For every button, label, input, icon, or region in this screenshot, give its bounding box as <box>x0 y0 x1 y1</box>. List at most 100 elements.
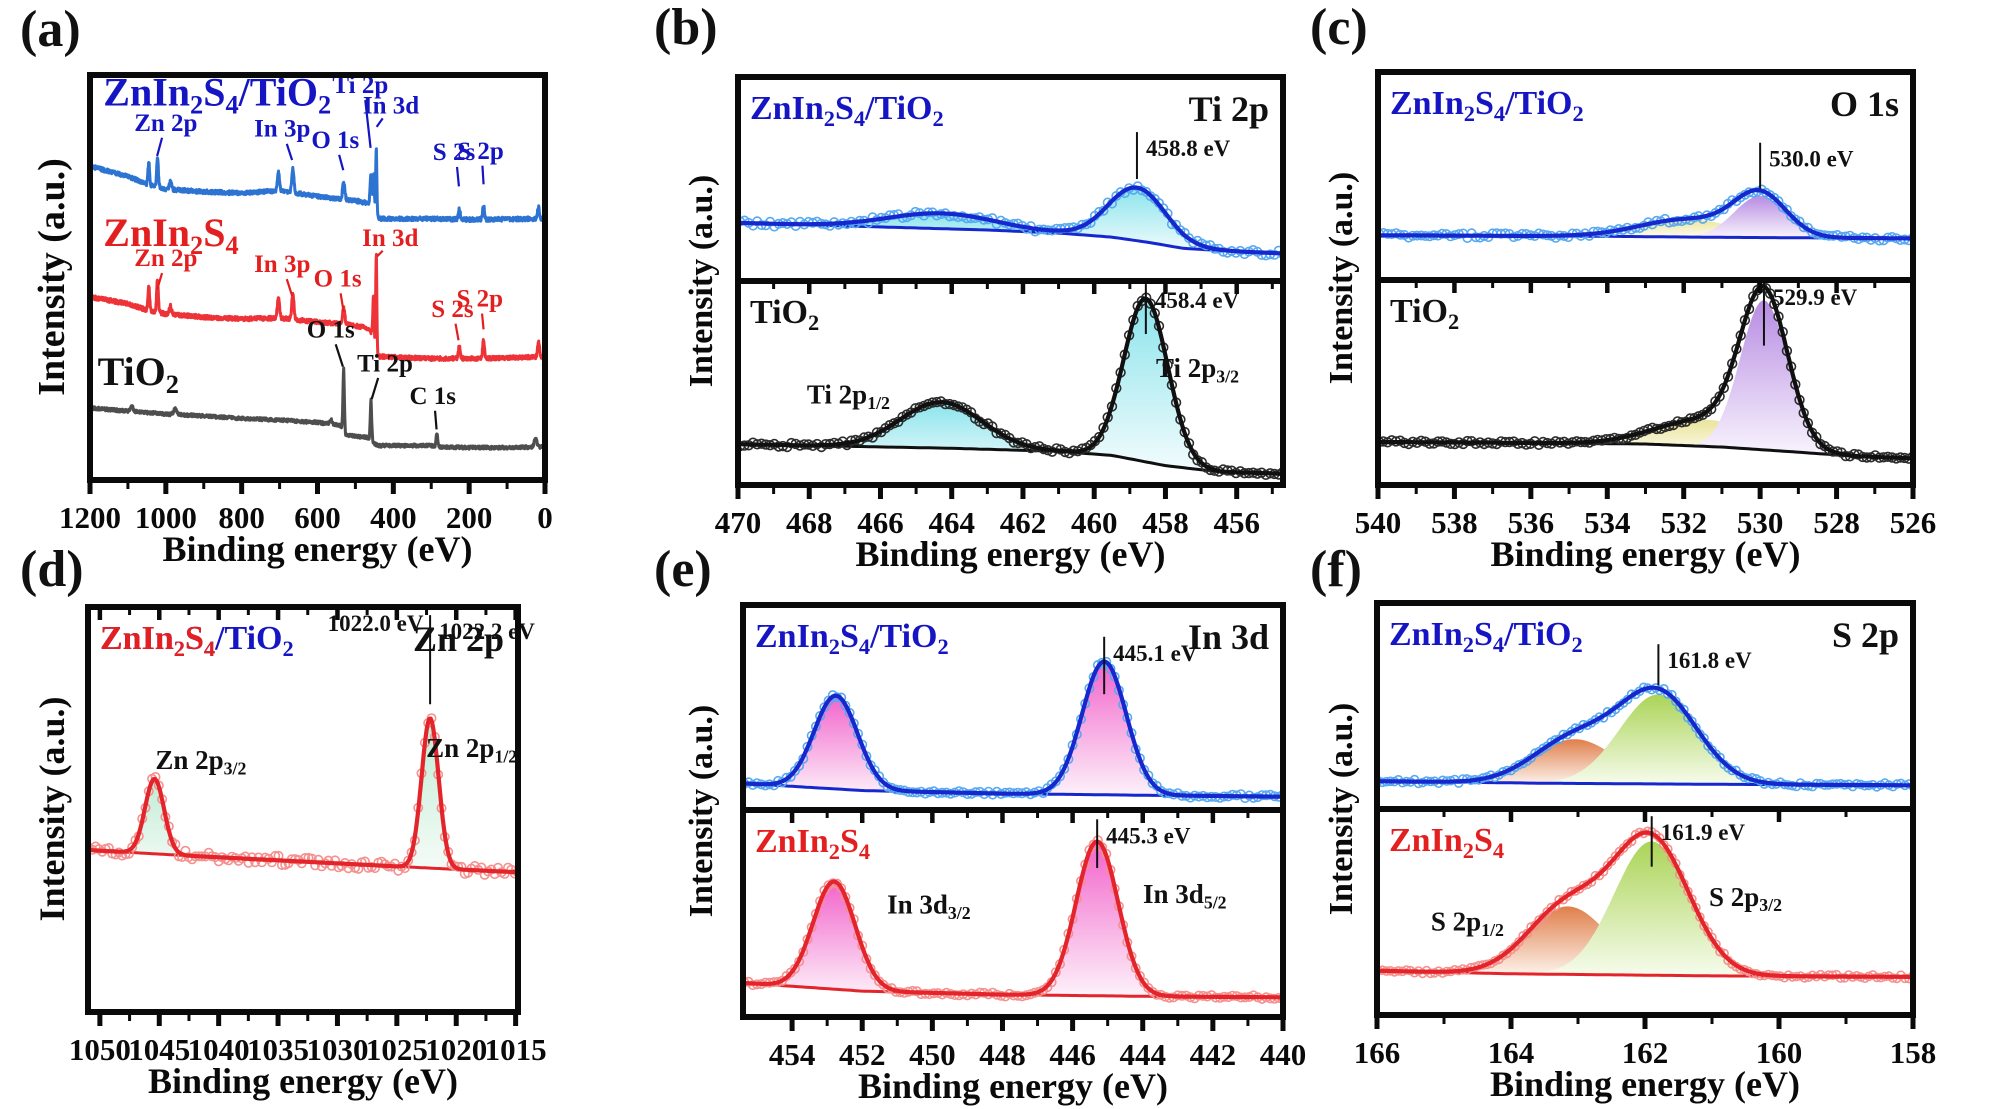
svg-text:1040: 1040 <box>188 1032 250 1067</box>
svg-text:450: 450 <box>909 1037 956 1072</box>
svg-text:1035: 1035 <box>247 1032 309 1067</box>
panel-b-letter: (b) <box>654 0 718 56</box>
panel-a-letter: (a) <box>20 1 81 58</box>
svg-text:1045: 1045 <box>128 1032 190 1067</box>
svg-text:ZnIn2S4: ZnIn2S4 <box>100 620 215 661</box>
panel-c-plot: 530.0 eV ZnIn2S4/TiO2 529.9 eV TiO2 O 1s 540 5… <box>1355 69 1936 540</box>
svg-text:In 3p: In 3p <box>254 116 310 143</box>
svg-text:446: 446 <box>1049 1037 1096 1072</box>
svg-text:Zn 2p1/2: Zn 2p1/2 <box>426 733 517 766</box>
svg-text:Zn 2p: Zn 2p <box>413 619 504 659</box>
svg-text:158: 158 <box>1890 1035 1937 1070</box>
svg-text:S 2p1/2: S 2p1/2 <box>1431 907 1504 940</box>
svg-text:464: 464 <box>928 505 975 540</box>
svg-text:TiO2: TiO2 <box>1390 293 1459 334</box>
panel-a-xlabel: Binding energy (eV) <box>162 529 473 569</box>
svg-text:468: 468 <box>786 505 833 540</box>
svg-text:In 3d: In 3d <box>362 225 418 252</box>
panel-c-letter: (c) <box>1310 0 1368 56</box>
svg-text:460: 460 <box>1071 505 1118 540</box>
svg-text:445.1 eV: 445.1 eV <box>1113 641 1198 666</box>
svg-text:1000: 1000 <box>135 500 197 535</box>
svg-text:164: 164 <box>1488 1035 1535 1070</box>
svg-text:In 3d3/2: In 3d3/2 <box>887 890 971 923</box>
svg-text:528: 528 <box>1813 505 1860 540</box>
svg-text:466: 466 <box>857 505 904 540</box>
svg-text:162: 162 <box>1622 1035 1669 1070</box>
svg-text:Zn 2p3/2: Zn 2p3/2 <box>155 745 246 778</box>
svg-text:462: 462 <box>1000 505 1047 540</box>
svg-text:400: 400 <box>370 500 417 535</box>
svg-text:Zn 2p: Zn 2p <box>134 110 197 137</box>
svg-text:Ti 2p1/2: Ti 2p1/2 <box>807 379 890 412</box>
panel-e-ylabel: Intensity (a.u.) <box>683 704 720 918</box>
svg-text:470: 470 <box>715 505 762 540</box>
svg-text:1015: 1015 <box>485 1032 547 1067</box>
panel-e-letter: (e) <box>654 541 712 598</box>
svg-text:444: 444 <box>1119 1037 1166 1072</box>
svg-text:O 1s: O 1s <box>307 316 355 343</box>
svg-text:1020: 1020 <box>425 1032 487 1067</box>
svg-text:540: 540 <box>1355 505 1402 540</box>
panel-b-xlabel: Binding energy (eV) <box>855 534 1166 574</box>
panel-d-xlabel: Binding energy (eV) <box>148 1061 458 1101</box>
svg-text:456: 456 <box>1213 505 1260 540</box>
panel-f-letter: (f) <box>1310 541 1362 598</box>
svg-text:ZnIn2S4: ZnIn2S4 <box>1389 822 1504 863</box>
svg-text:In 3d5/2: In 3d5/2 <box>1143 879 1227 912</box>
svg-text:TiO2: TiO2 <box>98 349 179 399</box>
svg-text:1050: 1050 <box>69 1032 131 1067</box>
svg-text:529.9 eV: 529.9 eV <box>1773 285 1858 310</box>
svg-text:O 1s: O 1s <box>311 127 359 154</box>
svg-text:161.8 eV: 161.8 eV <box>1667 648 1752 673</box>
svg-text:536: 536 <box>1508 505 1555 540</box>
svg-text:200: 200 <box>446 500 493 535</box>
svg-text:ZnIn2S4: ZnIn2S4 <box>103 210 238 260</box>
svg-text:448: 448 <box>979 1037 1025 1072</box>
svg-text:S 2s: S 2s <box>431 296 474 323</box>
svg-text:458.4 eV: 458.4 eV <box>1155 288 1240 313</box>
svg-text:442: 442 <box>1190 1037 1237 1072</box>
svg-text:S 2p3/2: S 2p3/2 <box>1709 882 1782 915</box>
svg-text:445.3 eV: 445.3 eV <box>1106 823 1191 848</box>
panel-d-letter: (d) <box>20 541 84 598</box>
svg-text:532: 532 <box>1660 505 1707 540</box>
svg-text:In 3p: In 3p <box>254 251 310 278</box>
panel-e-plot: 445.1 eV ZnIn2S4/TiO2 445.3 eV In 3d3/2 In 3… <box>740 602 1306 1072</box>
svg-text:1022.0 eV: 1022.0 eV <box>328 611 424 636</box>
svg-text:1200: 1200 <box>59 500 121 535</box>
svg-text:166: 166 <box>1354 1035 1401 1070</box>
panel-c-xlabel: Binding energy (eV) <box>1490 534 1801 574</box>
svg-text:S 2p: S 2p <box>457 286 504 313</box>
svg-text:ZnIn2S4: ZnIn2S4 <box>755 823 870 864</box>
svg-text:TiO2: TiO2 <box>750 294 819 335</box>
panel-a-ylabel: Intensity (a.u.) <box>31 158 73 396</box>
svg-text:534: 534 <box>1584 505 1631 540</box>
panel-f-xlabel: Binding energy (eV) <box>1490 1064 1800 1104</box>
svg-text:458: 458 <box>1142 505 1189 540</box>
panel-f-plot: 161.8 eV ZnIn2S4/TiO2 161.9 eV S 2p1/2 S 2p3… <box>1354 600 1937 1070</box>
svg-text:ZnIn2S4/TiO2: ZnIn2S4/TiO2 <box>1390 85 1584 126</box>
svg-text:1025: 1025 <box>366 1032 428 1067</box>
svg-text:530.0 eV: 530.0 eV <box>1769 147 1854 172</box>
svg-text:S 2p: S 2p <box>457 138 504 165</box>
svg-text:Ti 2p: Ti 2p <box>1189 89 1269 129</box>
svg-text:538: 538 <box>1431 505 1478 540</box>
panel-b-plot: 458.8 eV ZnIn2S4/TiO2 458.4 eV Ti 2p1/2 Ti 2… <box>715 74 1286 540</box>
svg-text:ZnIn2S4/TiO2: ZnIn2S4/TiO2 <box>750 90 944 131</box>
svg-text:In 3d: In 3d <box>363 92 419 119</box>
svg-text:S 2s: S 2s <box>433 139 476 166</box>
svg-text:ZnIn2S4/TiO2: ZnIn2S4/TiO2 <box>755 618 949 659</box>
svg-text:800: 800 <box>218 500 265 535</box>
svg-text:Ti 2p3/2: Ti 2p3/2 <box>1156 353 1239 386</box>
svg-text:1030: 1030 <box>306 1032 368 1067</box>
svg-text:452: 452 <box>839 1037 886 1072</box>
svg-text:458.8 eV: 458.8 eV <box>1146 136 1231 161</box>
svg-text:ZnIn2S4/TiO2: ZnIn2S4/TiO2 <box>100 620 294 661</box>
svg-text:160: 160 <box>1756 1035 1803 1070</box>
svg-text:ZnIn2S4/TiO2: ZnIn2S4/TiO2 <box>1389 616 1583 657</box>
svg-text:C 1s: C 1s <box>409 383 456 410</box>
